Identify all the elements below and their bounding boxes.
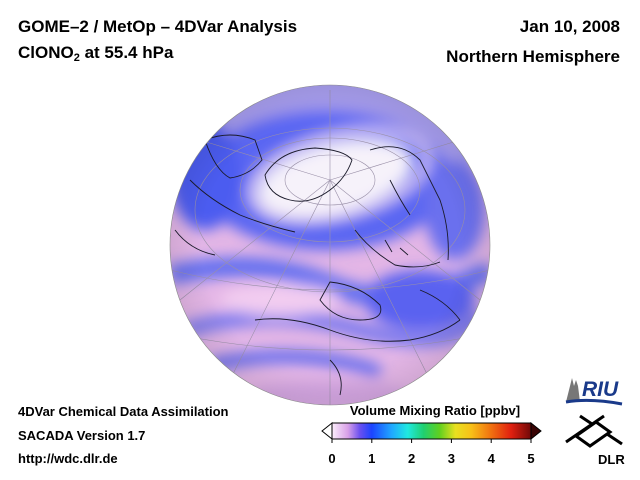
colorbar-tick-label: 2 (407, 451, 416, 466)
colorbar-gradient (331, 422, 532, 440)
dlr-logo-text: DLR (598, 452, 625, 467)
footer-line-2: SACADA Version 1.7 (18, 428, 146, 443)
dlr-emblem-icon (565, 414, 623, 448)
colorbar (321, 421, 542, 443)
colorbar-tick-label: 4 (487, 451, 495, 466)
species-pressure: at 55.4 hPa (79, 43, 174, 62)
colorbar-min-arrow (321, 421, 333, 441)
colorbar-title: Volume Mixing Ratio [ppbv] (349, 403, 521, 418)
dlr-logo: DLR (565, 414, 625, 467)
footer-line-1: 4DVar Chemical Data Assimilation (18, 404, 229, 419)
species-subscript: 2 (73, 52, 80, 64)
colorbar-max-arrow (530, 421, 542, 441)
riu-logo: RIU (565, 378, 623, 406)
region-label: Northern Hemisphere (446, 47, 620, 66)
colorbar-tick-label: 3 (447, 451, 455, 466)
map-title: GOME–2 / MetOp – 4DVar Analysis (18, 17, 298, 36)
species-main: ClONO (18, 43, 74, 62)
riu-logo-text: RIU (582, 378, 619, 401)
species-label: ClONO2 at 55.4 hPa (18, 43, 173, 64)
analysis-date: Jan 10, 2008 (519, 17, 620, 36)
cathedral-icon (566, 378, 580, 402)
colorbar-tick-label: 0 (328, 451, 336, 466)
colorbar-tick-label: 1 (368, 451, 376, 466)
footer-url-link[interactable]: http://wdc.dlr.de (18, 451, 118, 466)
colorbar-tick-label: 5 (527, 451, 535, 466)
